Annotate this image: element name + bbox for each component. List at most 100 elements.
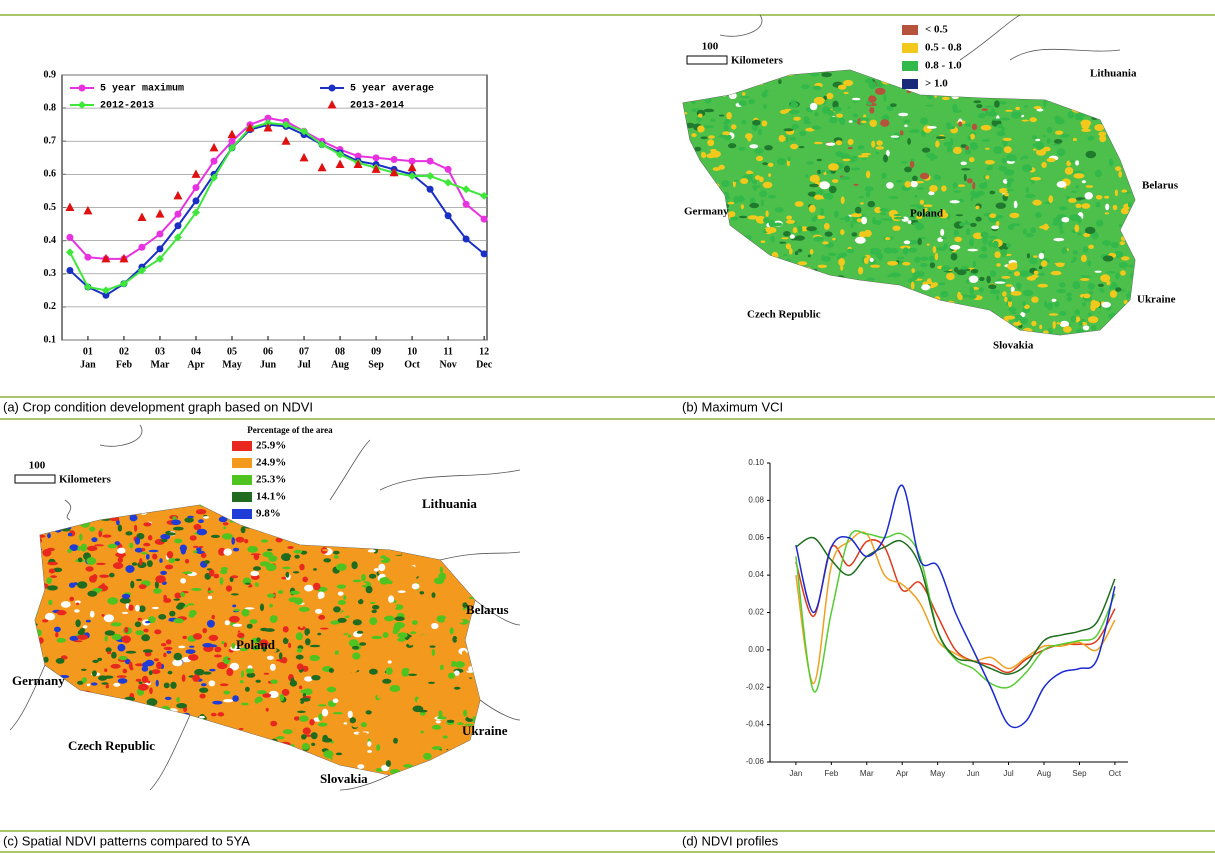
map-texture bbox=[980, 330, 987, 334]
map-texture bbox=[305, 638, 311, 646]
map-texture bbox=[1102, 240, 1111, 246]
map-texture bbox=[131, 754, 138, 759]
map-texture bbox=[344, 738, 350, 742]
map-texture bbox=[184, 517, 194, 523]
map-texture bbox=[863, 344, 872, 350]
map-texture bbox=[147, 560, 153, 568]
map-texture bbox=[1072, 250, 1079, 255]
map-texture bbox=[317, 722, 328, 727]
map-texture bbox=[940, 228, 945, 236]
marker bbox=[408, 157, 416, 165]
legend-marker bbox=[328, 84, 336, 92]
map-texture bbox=[985, 110, 989, 116]
map-texture bbox=[1073, 173, 1085, 179]
map-texture bbox=[838, 258, 845, 267]
map-texture bbox=[332, 712, 343, 715]
map-texture bbox=[911, 268, 915, 273]
map-texture bbox=[979, 276, 985, 282]
map-texture bbox=[129, 542, 134, 549]
map-texture bbox=[174, 538, 183, 544]
map-texture bbox=[1056, 322, 1062, 325]
map-texture bbox=[442, 742, 449, 748]
caption: (a) Crop condition development graph bas… bbox=[3, 399, 313, 414]
map-texture bbox=[869, 70, 877, 72]
map-texture bbox=[1066, 195, 1071, 200]
map-texture bbox=[278, 680, 287, 685]
map-texture bbox=[697, 248, 704, 256]
marker bbox=[371, 164, 381, 173]
map-texture bbox=[42, 712, 54, 719]
map-texture bbox=[718, 134, 729, 138]
map-texture bbox=[482, 511, 488, 514]
map-texture bbox=[68, 520, 78, 523]
map-texture bbox=[697, 297, 706, 304]
map-texture bbox=[708, 316, 716, 323]
map-texture bbox=[763, 271, 775, 275]
map-texture bbox=[726, 267, 735, 273]
map-texture bbox=[385, 703, 393, 712]
map-texture bbox=[869, 247, 881, 255]
map-texture bbox=[210, 712, 217, 717]
map-texture bbox=[1055, 130, 1064, 135]
map-texture bbox=[1029, 82, 1036, 89]
map-texture bbox=[82, 513, 89, 517]
map-texture bbox=[296, 648, 303, 653]
map-texture bbox=[245, 686, 250, 692]
map-texture bbox=[260, 767, 265, 775]
map-texture bbox=[1098, 288, 1104, 291]
map-texture bbox=[246, 623, 253, 629]
map-texture bbox=[957, 184, 966, 187]
map-texture bbox=[185, 649, 196, 654]
map-texture bbox=[55, 658, 65, 664]
map-texture bbox=[234, 753, 245, 756]
map-texture bbox=[262, 693, 272, 698]
map-texture bbox=[1125, 107, 1131, 112]
map-texture bbox=[141, 675, 149, 684]
map-texture bbox=[1019, 317, 1028, 325]
map-texture bbox=[462, 715, 466, 722]
map-texture bbox=[1080, 346, 1089, 351]
map-texture bbox=[965, 145, 970, 151]
map-texture bbox=[397, 632, 408, 639]
legend-title: Percentage of the area bbox=[247, 425, 333, 435]
map-texture bbox=[444, 699, 454, 704]
map-texture bbox=[773, 278, 778, 286]
map-texture bbox=[1006, 189, 1015, 192]
map-texture bbox=[386, 541, 397, 549]
map-texture bbox=[807, 303, 812, 307]
map-texture bbox=[157, 505, 167, 509]
map-texture bbox=[717, 70, 723, 77]
map-texture bbox=[719, 75, 724, 79]
map-texture bbox=[326, 508, 330, 512]
marker bbox=[209, 173, 218, 182]
map-texture bbox=[1139, 310, 1149, 314]
map-texture bbox=[926, 126, 937, 129]
map-texture bbox=[1132, 191, 1135, 197]
map-texture bbox=[762, 162, 768, 166]
map-texture bbox=[1051, 298, 1057, 302]
map-texture bbox=[755, 215, 766, 224]
map-texture bbox=[888, 209, 899, 218]
map-texture bbox=[428, 681, 435, 684]
legend-label: 2013-2014 bbox=[350, 101, 404, 112]
map-texture bbox=[399, 759, 405, 765]
map-texture bbox=[1010, 291, 1022, 296]
map-texture bbox=[1139, 219, 1143, 223]
map-texture bbox=[337, 591, 344, 596]
map-texture bbox=[1127, 319, 1135, 325]
map-texture bbox=[952, 313, 962, 320]
map-texture bbox=[1008, 307, 1017, 312]
map-texture bbox=[998, 165, 1008, 171]
map-texture bbox=[981, 139, 990, 142]
map-texture bbox=[192, 545, 199, 549]
map-texture bbox=[907, 137, 911, 145]
map-texture bbox=[89, 575, 97, 583]
map-texture bbox=[115, 763, 121, 770]
map-texture bbox=[388, 602, 397, 610]
map-texture bbox=[902, 247, 909, 255]
marker bbox=[155, 254, 164, 263]
map-texture bbox=[412, 769, 416, 773]
map-texture bbox=[223, 548, 232, 556]
map-texture bbox=[678, 324, 683, 330]
map-texture bbox=[50, 770, 55, 775]
